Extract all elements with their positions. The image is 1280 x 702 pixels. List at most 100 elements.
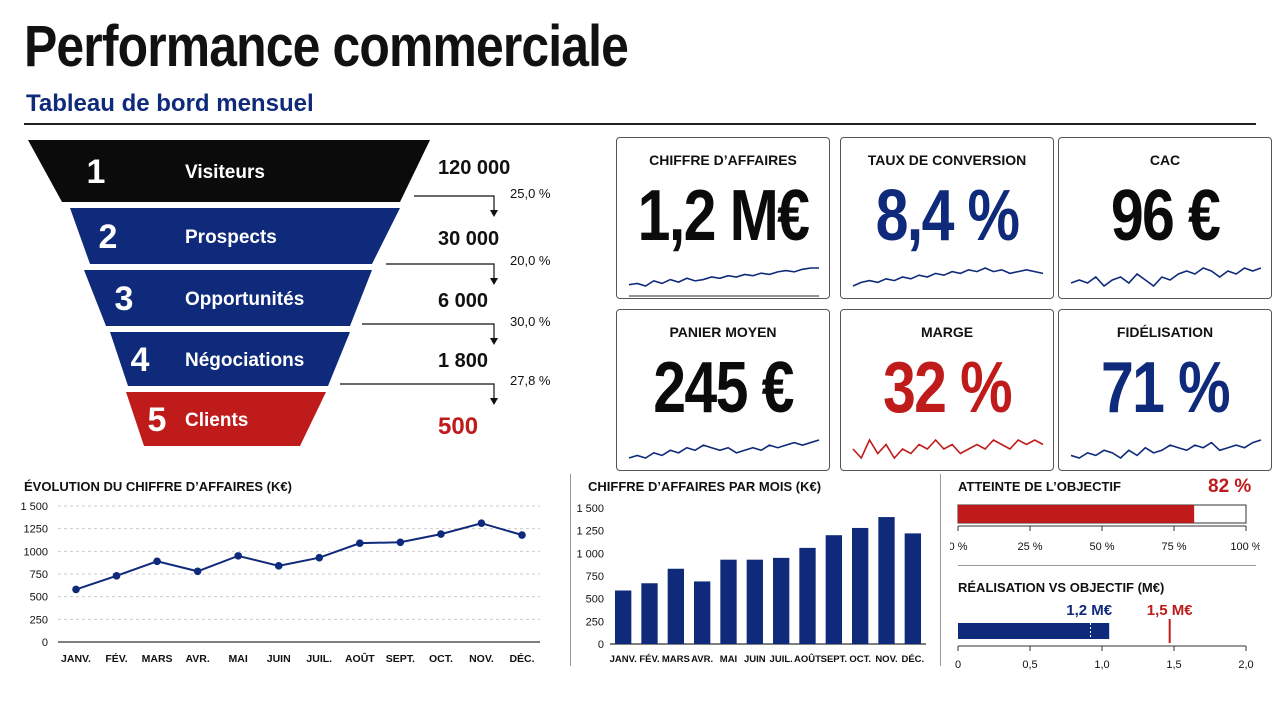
y-tick-label: 750 — [30, 569, 48, 581]
line-chart-title: ÉVOLUTION DU CHIFFRE D’AFFAIRES (K€) — [24, 479, 292, 494]
conversion-rate: 27,8 % — [510, 373, 551, 388]
conversion-rate: 20,0 % — [510, 253, 551, 268]
sparkline-path — [628, 267, 819, 287]
x-tick-label: 50 % — [1089, 541, 1114, 553]
achievement-vs-target-bar: 1,2 M€ 1,5 M€ 0 0,5 1,0 1,5 2,0 — [955, 602, 1254, 671]
data-point — [153, 557, 161, 566]
x-tick-label: 0,5 — [1022, 659, 1037, 671]
panel-divider — [570, 474, 571, 666]
conversion-connector — [386, 263, 495, 282]
x-tick-label: AVR. — [691, 654, 713, 665]
data-point — [356, 539, 364, 547]
x-tick-label: AOÛT — [794, 653, 821, 665]
funnel-stage-number: 3 — [115, 280, 134, 318]
funnel-stage-value: 120 000 — [438, 157, 510, 179]
funnel-stage-label: Opportunités — [185, 289, 304, 310]
y-tick-label: 750 — [586, 571, 604, 583]
funnel-stage-label: Négociations — [185, 350, 304, 371]
funnel-stage-value: 30 000 — [438, 228, 499, 250]
x-tick-label: MAI — [720, 654, 737, 665]
bar — [694, 581, 711, 644]
sparkline-path — [1070, 267, 1262, 288]
funnel-stage-number: 4 — [131, 341, 150, 379]
y-tick-label: 1 500 — [20, 501, 48, 513]
x-tick-label: NOV. — [875, 654, 897, 665]
kpi-label: CHIFFRE D’AFFAIRES — [649, 152, 797, 168]
page-title: Performance commerciale — [24, 14, 629, 79]
series-line — [75, 522, 523, 591]
kpi-value: 71 % — [1100, 348, 1231, 428]
x-tick-label: MAI — [229, 653, 248, 665]
kpi-value: 1,2 M€ — [637, 176, 810, 256]
progress-fill — [958, 505, 1195, 523]
kpi-card: MARGE 32 % — [840, 309, 1054, 471]
y-tick-label: 1 500 — [576, 503, 604, 515]
kpi-label: MARGE — [920, 324, 974, 340]
x-tick-label: 75 % — [1161, 541, 1186, 553]
x-tick-label: JANV. — [61, 653, 91, 665]
sparkline-path — [628, 439, 820, 459]
panel-divider — [958, 565, 1256, 566]
y-tick-label: 0 — [42, 637, 48, 649]
x-tick-label: DÉC. — [901, 654, 924, 665]
x-tick-label: 1,5 — [1166, 659, 1181, 671]
x-tick-label: JUIL. — [770, 654, 793, 665]
funnel-stage-3 — [84, 270, 372, 326]
funnel-stage-label: Visiteurs — [185, 162, 265, 183]
bar — [878, 517, 895, 644]
kpi-value: 8,4 % — [875, 176, 1020, 256]
bar — [799, 547, 816, 644]
x-tick-label: 1,0 — [1094, 659, 1109, 671]
x-tick-label: AVR. — [185, 653, 209, 665]
kpi-sparkline — [1070, 267, 1262, 288]
conversion-rate: 25,0 % — [510, 186, 551, 201]
x-tick-label: 0 % — [950, 541, 968, 553]
bar — [773, 557, 790, 644]
data-point — [477, 519, 486, 528]
target-label: 1,5 M€ — [1147, 602, 1194, 619]
kpi-card: FIDÉLISATION 71 % — [1058, 309, 1272, 471]
data-point — [518, 531, 526, 539]
x-tick-label: MARS — [662, 654, 690, 665]
funnel-stage-5 — [126, 392, 326, 446]
goal-title: ATTEINTE DE L’OBJECTIF — [958, 479, 1121, 494]
data-point — [193, 567, 202, 576]
x-tick-label: DÉC. — [509, 652, 534, 665]
bar — [825, 535, 842, 644]
kpi-value: 245 € — [653, 348, 794, 428]
y-tick-label: 1000 — [24, 546, 48, 558]
funnel-stage-value: 500 — [438, 413, 478, 440]
conversion-rate: 30,0 % — [510, 314, 551, 329]
kpi-card: CAC 96 € — [1058, 137, 1272, 299]
funnel-stage-2 — [70, 208, 400, 264]
funnel-stage-label: Prospects — [185, 227, 277, 248]
actual-bar — [958, 623, 1110, 639]
goal-progress-bar: 0 % 25 % 50 % 75 % 100 % — [950, 504, 1260, 553]
bar-chart-title: CHIFFRE D’AFFAIRES PAR MOIS (K€) — [588, 479, 822, 494]
kpi-sparkline — [852, 438, 1044, 460]
monthly-revenue-bar-chart: 0 250 500 750 1 000 1 250 1 500 JANV. FÉV. MARS AV… — [576, 503, 926, 665]
bar — [720, 559, 737, 644]
y-tick-label: 250 — [586, 616, 604, 628]
achievement-title: RÉALISATION VS OBJECTIF (M€) — [958, 580, 1165, 595]
revenue-line-chart: 0 250 500 750 1000 1250 1 500 JANV. FÉV. MARS AVR.… — [20, 501, 540, 665]
x-tick-label: JUIN — [744, 654, 766, 665]
data-point — [234, 552, 242, 560]
y-tick-label: 1 250 — [576, 526, 604, 538]
data-point — [112, 572, 121, 580]
x-tick-label: NOV. — [469, 653, 494, 665]
kpi-value: 96 € — [1110, 176, 1221, 256]
sales-funnel: 1 Visiteurs 120 000 2 Prospects 30 000 3 Opport… — [28, 140, 551, 446]
x-tick-label: OCT. — [429, 653, 453, 665]
page-subtitle: Tableau de bord mensuel — [26, 90, 314, 117]
bar — [667, 568, 684, 644]
y-tick-label: 1 000 — [576, 548, 604, 560]
bar — [904, 533, 921, 644]
bar — [746, 559, 763, 644]
kpi-sparkline — [1070, 439, 1262, 460]
bar — [641, 583, 658, 644]
x-tick-label: JANV. — [610, 654, 637, 665]
kpi-sparkline — [628, 267, 819, 297]
kpi-card: TAUX DE CONVERSION 8,4 % — [840, 137, 1054, 299]
kpi-value: 32 % — [882, 348, 1013, 428]
